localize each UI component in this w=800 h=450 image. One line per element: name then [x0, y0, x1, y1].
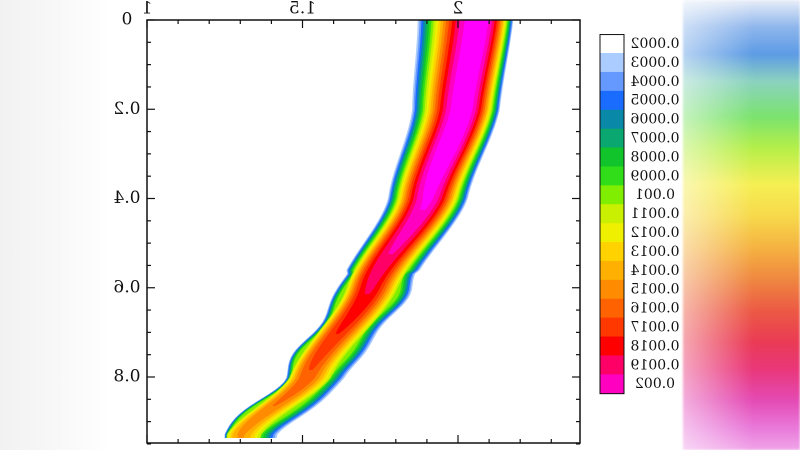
legend-label: 0.0004: [630, 74, 679, 90]
legend-swatch: [599, 298, 625, 319]
legend-swatch: [599, 53, 625, 73]
axis-tick-labels: 1 1.5 2 0 0.2 0.4 0.6 0.8: [113, 0, 463, 387]
y-tick-label: 0.8: [113, 367, 140, 387]
y-tick-label: 0.4: [113, 188, 140, 208]
color-legend: 0.0002 0.0003 0.0004 0.0005 0.0006 0.0007 0.00…: [599, 34, 680, 395]
legend-swatch: [599, 147, 625, 168]
x-tick-label: 2: [453, 0, 464, 19]
legend-label: 0.0007: [631, 131, 680, 147]
legend-swatch: [599, 128, 625, 149]
right-background-blur: [683, 0, 800, 450]
legend-label: 0.0019: [631, 357, 680, 373]
legend-swatch: [599, 109, 625, 130]
legend-label: 0.0014: [630, 263, 679, 279]
y-tick-label: 0.6: [113, 277, 140, 297]
legend-swatch: [599, 223, 625, 243]
legend-label: 0.0018: [631, 338, 680, 354]
legend-label: 0.001: [635, 187, 675, 203]
legend-label: 0.0005: [631, 93, 680, 109]
legend-swatch: [599, 317, 625, 338]
legend-label: 0.0002: [631, 36, 680, 52]
legend-swatch: [599, 185, 625, 206]
plot-frame: [146, 19, 581, 444]
plot-area: [224, 20, 514, 438]
legend-swatch: [599, 355, 625, 376]
contour-level-19: [420, 20, 489, 210]
left-background-blur: [0, 0, 110, 450]
legend-label: 0.0012: [631, 225, 680, 241]
y-tick-label: 0.2: [113, 99, 140, 119]
legend-swatch: [599, 204, 625, 224]
legend-label: 0.0008: [631, 149, 680, 165]
legend-swatch: [599, 374, 625, 395]
legend-label: 0.0017: [631, 320, 680, 336]
legend-label: 0.0013: [631, 244, 680, 260]
axis-ticks: [146, 19, 580, 445]
x-tick-label: 1.5: [289, 0, 316, 19]
legend-label: 0.0015: [631, 282, 680, 298]
legend-swatch: [599, 242, 625, 262]
legend-swatch: [599, 34, 625, 54]
legend-swatch: [599, 90, 625, 111]
legend-swatch: [599, 260, 625, 281]
legend-label: 0.0009: [631, 168, 680, 184]
legend-label: 0.002: [635, 376, 675, 392]
legend-swatch: [599, 71, 625, 92]
legend-label: 0.0006: [630, 112, 679, 128]
legend-label: 0.0016: [630, 301, 679, 317]
legend-swatch: [599, 336, 625, 357]
x-tick-label: 1: [142, 0, 153, 19]
legend-label: 0.0011: [631, 206, 680, 222]
legend-swatch: [599, 166, 625, 187]
legend-frame: [599, 34, 625, 395]
y-tick-label: 0: [122, 10, 133, 30]
legend-swatch: [599, 279, 625, 300]
legend-label: 0.0003: [631, 55, 680, 71]
